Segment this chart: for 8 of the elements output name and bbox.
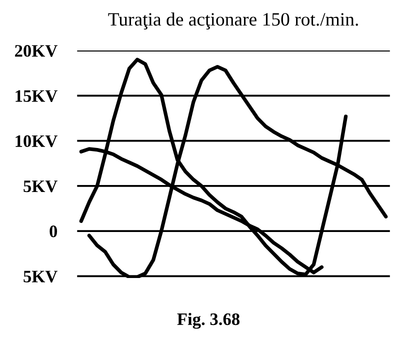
y-tick-label: 15KV	[16, 90, 58, 102]
y-tick-label: 5KV	[24, 180, 58, 192]
y-tick-label: 20KV	[15, 45, 58, 57]
y-tick-label: 5KV	[24, 270, 58, 282]
chart-title: Turaţia de acţionare 150 rot./min.	[108, 12, 358, 30]
caption: Fig. 3.68	[177, 312, 240, 329]
y-tick-label: 0	[50, 226, 58, 238]
y-tick-label: 10KV	[16, 135, 58, 148]
